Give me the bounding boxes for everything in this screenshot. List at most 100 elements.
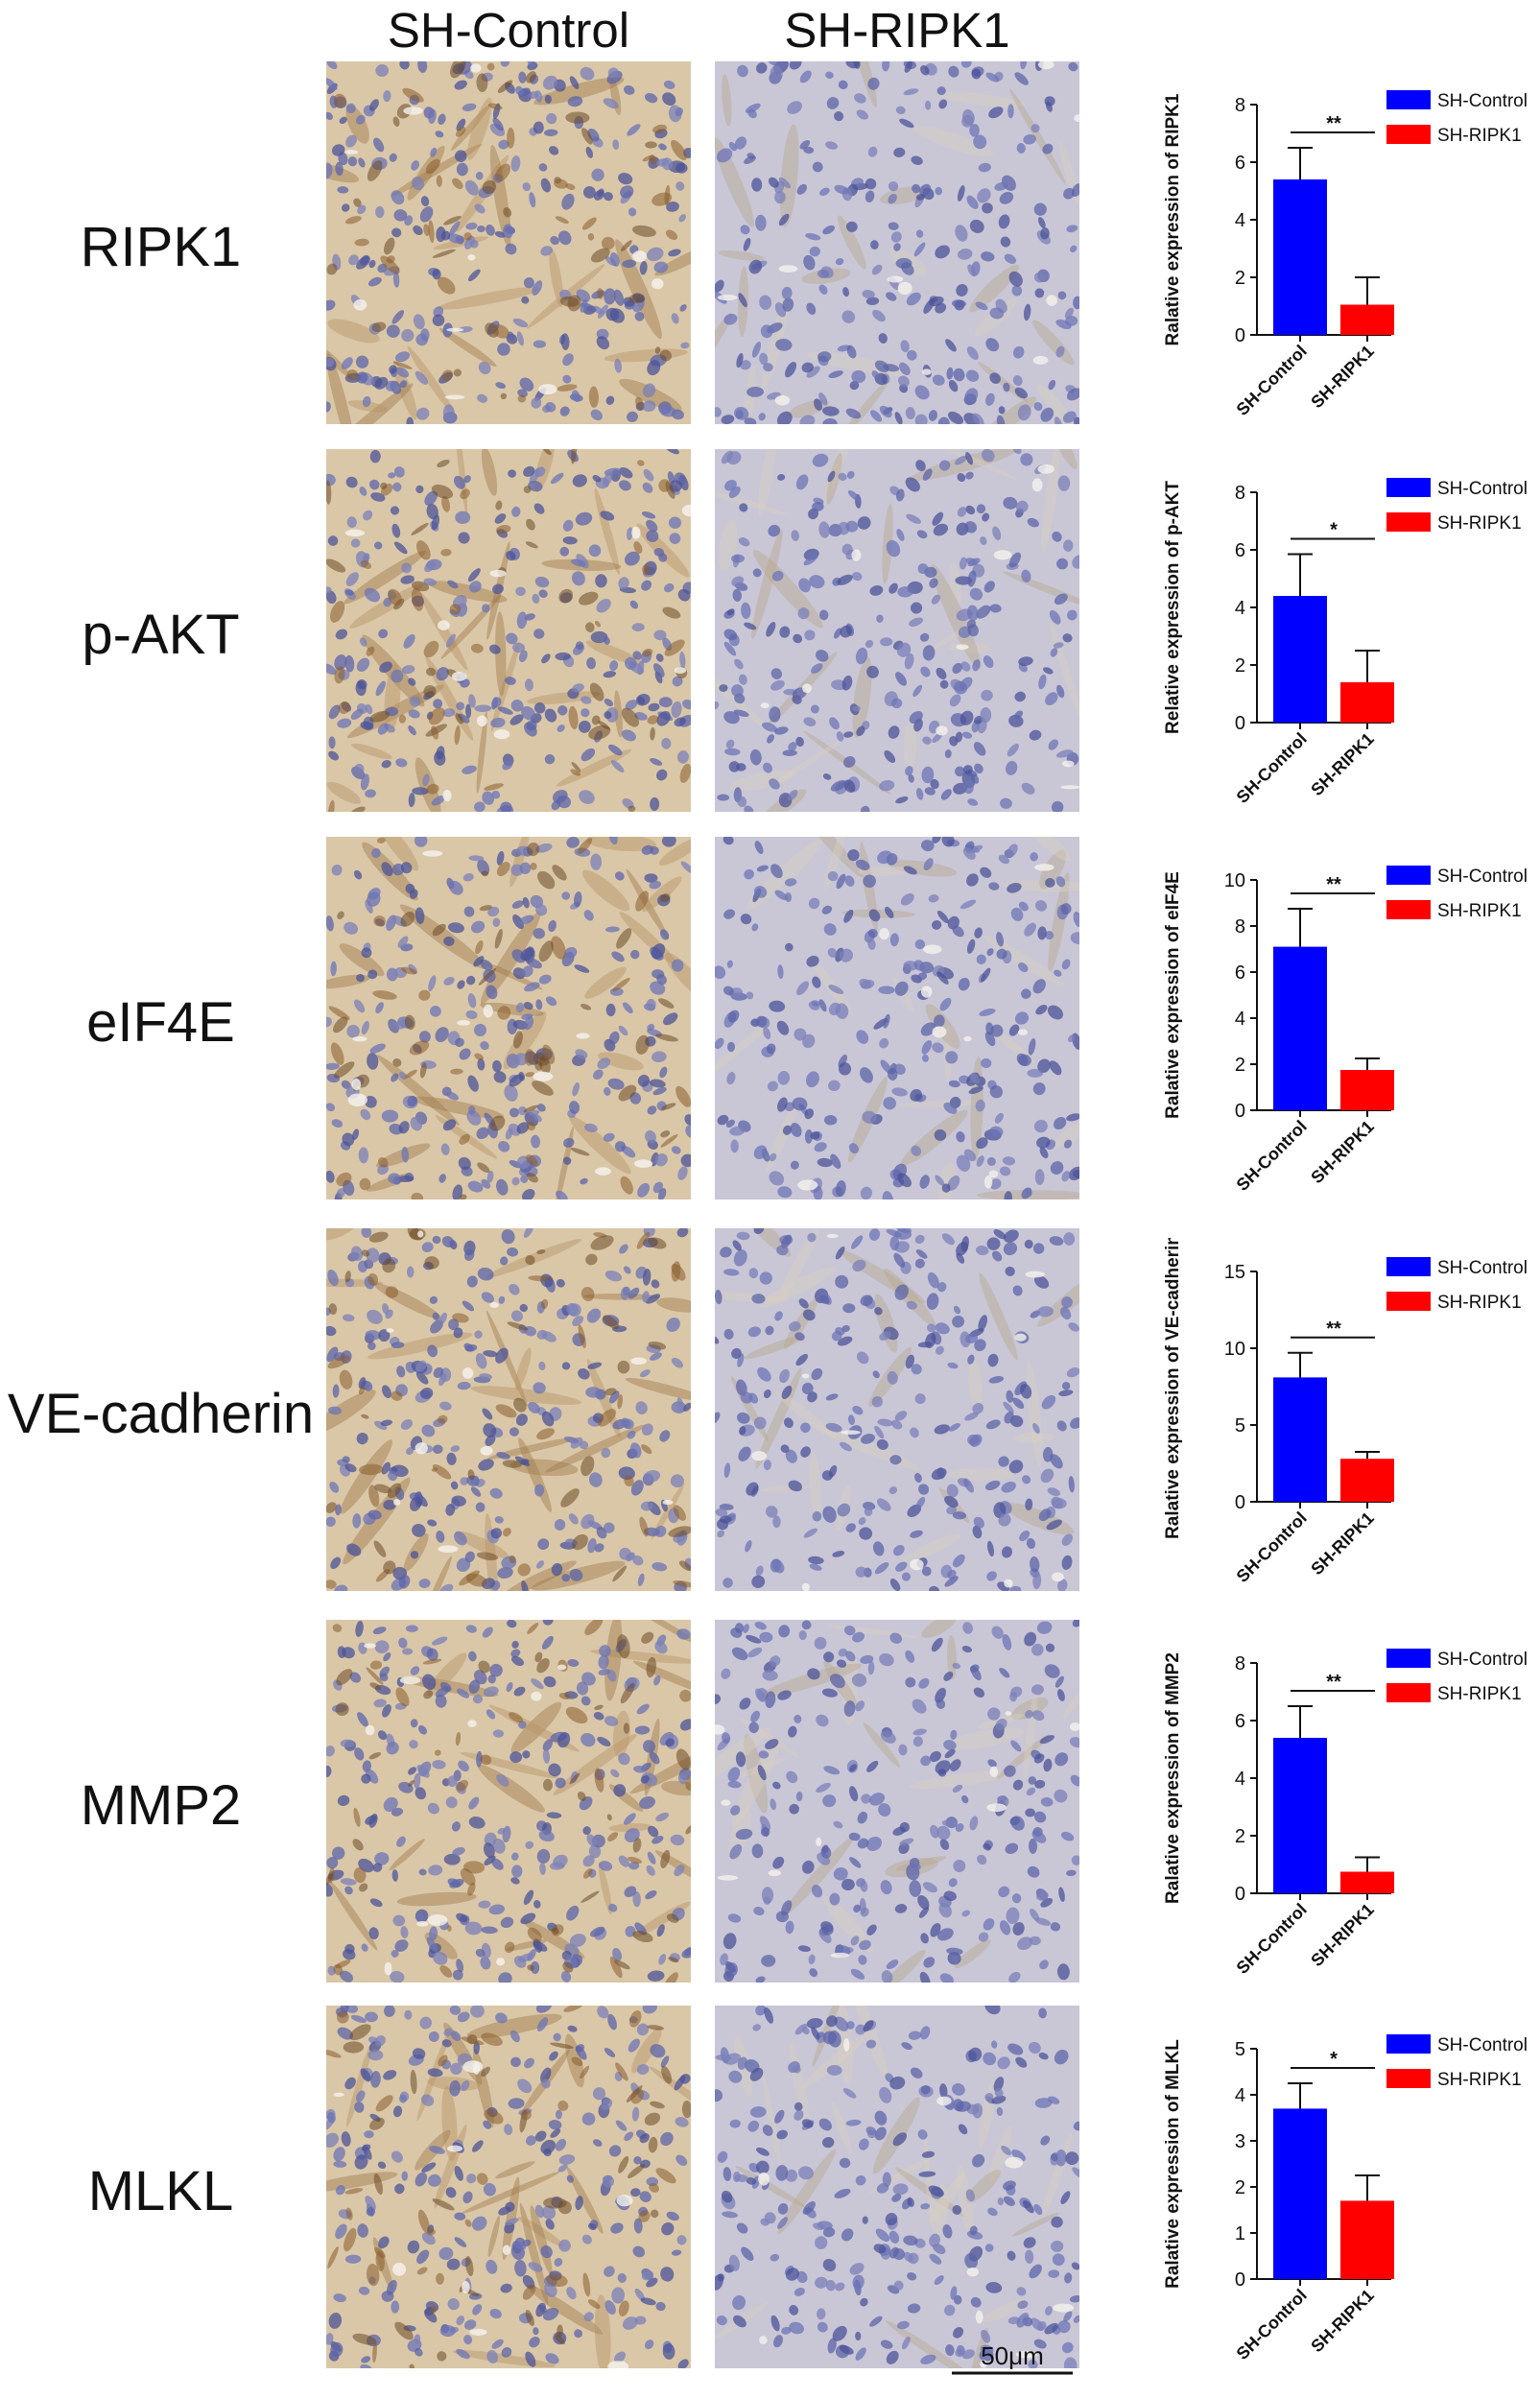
legend-label: SH-Control <box>1437 1650 1528 1670</box>
y-tick-label: 8 <box>1235 483 1245 504</box>
x-tick-label: SH-Control <box>1233 2286 1311 2363</box>
ihc-panel-sh-control <box>326 449 691 812</box>
y-axis-label: Ralative expression of MLKL <box>1163 2039 1183 2289</box>
bar-chart: Ralative expression of eIF4E 0 2 4 6 8 10 SH-Co… <box>1113 846 1540 1230</box>
legend-swatch <box>1386 1257 1431 1276</box>
y-tick-label: 0 <box>1235 325 1245 346</box>
y-tick-label: 2 <box>1235 268 1245 289</box>
legend-label: SH-RIPK1 <box>1437 126 1522 146</box>
tissue-background <box>326 449 691 812</box>
ihc-panel-sh-ripk1 <box>715 837 1079 1200</box>
ihc-panel-sh-ripk1 <box>715 449 1079 812</box>
y-tick-label: 2 <box>1235 2177 1245 2198</box>
y-tick-label: 4 <box>1235 1009 1245 1030</box>
y-tick-label: 0 <box>1235 1492 1245 1513</box>
row-label: p-AKT <box>82 604 240 666</box>
bar-sh-ripk1 <box>1340 682 1394 723</box>
row-label: RIPK1 <box>80 216 242 278</box>
legend-label: SH-RIPK1 <box>1437 901 1522 921</box>
legend-label: SH-Control <box>1437 867 1528 887</box>
legend-swatch <box>1386 90 1431 109</box>
significance-marker: * <box>1330 2049 1338 2070</box>
y-axis-label: Ralative expression of RIPK1 <box>1163 93 1183 345</box>
legend-label: SH-RIPK1 <box>1437 1293 1522 1313</box>
ihc-panel-sh-ripk1 <box>715 1228 1079 1591</box>
y-tick-label: 6 <box>1235 962 1245 984</box>
ihc-panel-sh-control <box>326 61 691 424</box>
x-tick-label: SH-Control <box>1233 729 1311 807</box>
y-tick-label: 2 <box>1235 655 1245 677</box>
ihc-panel-sh-ripk1 <box>715 1620 1079 1983</box>
y-tick-label: 10 <box>1224 870 1245 891</box>
legend-swatch <box>1386 2034 1431 2054</box>
y-tick-label: 0 <box>1235 713 1245 734</box>
tissue-background <box>326 2006 691 2368</box>
scale-bar-label: 50μm <box>981 2341 1044 2370</box>
significance-marker: * <box>1330 520 1338 541</box>
legend-label: SH-Control <box>1437 91 1528 111</box>
bar-sh-control <box>1273 179 1327 335</box>
legend-swatch <box>1386 1683 1431 1702</box>
legend-swatch <box>1386 866 1431 885</box>
row-label: MLKL <box>87 2160 234 2222</box>
x-tick-label: SH-RIPK1 <box>1307 1117 1378 1188</box>
column-header-sh-control: SH-Control <box>387 3 630 58</box>
significance-marker: ** <box>1326 1318 1341 1340</box>
bar-sh-control <box>1273 946 1327 1110</box>
bar-sh-ripk1 <box>1340 1459 1394 1502</box>
ihc-panel-sh-control <box>326 1620 691 1983</box>
y-tick-label: 5 <box>1235 2039 1245 2060</box>
bar-sh-ripk1 <box>1340 2200 1394 2279</box>
y-tick-label: 3 <box>1235 2131 1245 2152</box>
row-label: VE-cadherin <box>7 1383 315 1445</box>
scale-bar: 50μm <box>952 2341 1073 2375</box>
ihc-panel-sh-ripk1 <box>715 61 1079 424</box>
legend-swatch <box>1386 1649 1431 1668</box>
x-tick-label: SH-Control <box>1233 1117 1311 1195</box>
significance-marker: ** <box>1326 1672 1341 1693</box>
y-tick-label: 4 <box>1235 210 1245 231</box>
y-tick-label: 6 <box>1235 1711 1245 1732</box>
legend-swatch <box>1386 900 1431 919</box>
x-tick-label: SH-Control <box>1233 1508 1311 1586</box>
bar-chart: Ralative expression of VE-cadherin 0 5 10 15… <box>1113 1234 1540 1622</box>
y-tick-label: 2 <box>1235 1055 1245 1076</box>
y-tick-label: 10 <box>1224 1339 1245 1360</box>
bar-chart: Ralative expression of MMP2 0 2 4 6 8 SH-Contr… <box>1113 1629 1540 2013</box>
y-tick-label: 6 <box>1235 153 1245 174</box>
y-tick-label: 8 <box>1235 1653 1245 1675</box>
bar-chart: Ralative expression of MLKL 0 1 2 3 4 5 SH-Cont… <box>1113 2015 1540 2399</box>
significance-marker: ** <box>1326 874 1341 895</box>
legend-swatch <box>1386 478 1431 497</box>
bar-chart: Relative expression of p-AKT 0 2 4 6 8 SH-Cont… <box>1113 459 1540 843</box>
y-tick-label: 15 <box>1224 1262 1245 1283</box>
y-axis-label: Ralative expression of MMP2 <box>1163 1652 1183 1904</box>
significance-marker: ** <box>1326 113 1341 134</box>
legend-label: SH-RIPK1 <box>1437 513 1522 534</box>
legend-label: SH-Control <box>1437 1258 1528 1278</box>
legend-swatch <box>1386 125 1431 144</box>
x-tick-label: SH-RIPK1 <box>1307 342 1378 413</box>
ihc-panel-sh-control <box>326 837 691 1200</box>
ihc-panel-sh-control <box>326 2006 691 2368</box>
x-tick-label: SH-RIPK1 <box>1307 2286 1378 2357</box>
legend-swatch <box>1386 2069 1431 2088</box>
bar-sh-control <box>1273 1738 1327 1893</box>
column-header-sh-ripk1: SH-RIPK1 <box>784 3 1010 58</box>
bar-sh-control <box>1273 596 1327 723</box>
row-label: MMP2 <box>80 1774 242 1837</box>
y-tick-label: 0 <box>1235 1884 1245 1905</box>
y-axis-label: Ralative expression of eIF4E <box>1163 871 1183 1119</box>
legend-swatch <box>1386 512 1431 532</box>
y-tick-label: 6 <box>1235 540 1245 561</box>
y-tick-label: 1 <box>1235 2223 1245 2245</box>
y-axis-label: Ralative expression of VE-cadherin <box>1163 1238 1183 1539</box>
x-tick-label: SH-RIPK1 <box>1307 729 1378 800</box>
x-tick-label: SH-Control <box>1233 1900 1311 1978</box>
y-axis-label: Relative expression of p-AKT <box>1163 481 1183 734</box>
x-tick-label: SH-RIPK1 <box>1307 1508 1378 1580</box>
y-tick-label: 2 <box>1235 1826 1245 1847</box>
y-tick-label: 4 <box>1235 598 1245 619</box>
row-label: eIF4E <box>86 991 235 1054</box>
legend-label: SH-Control <box>1437 2035 1528 2055</box>
